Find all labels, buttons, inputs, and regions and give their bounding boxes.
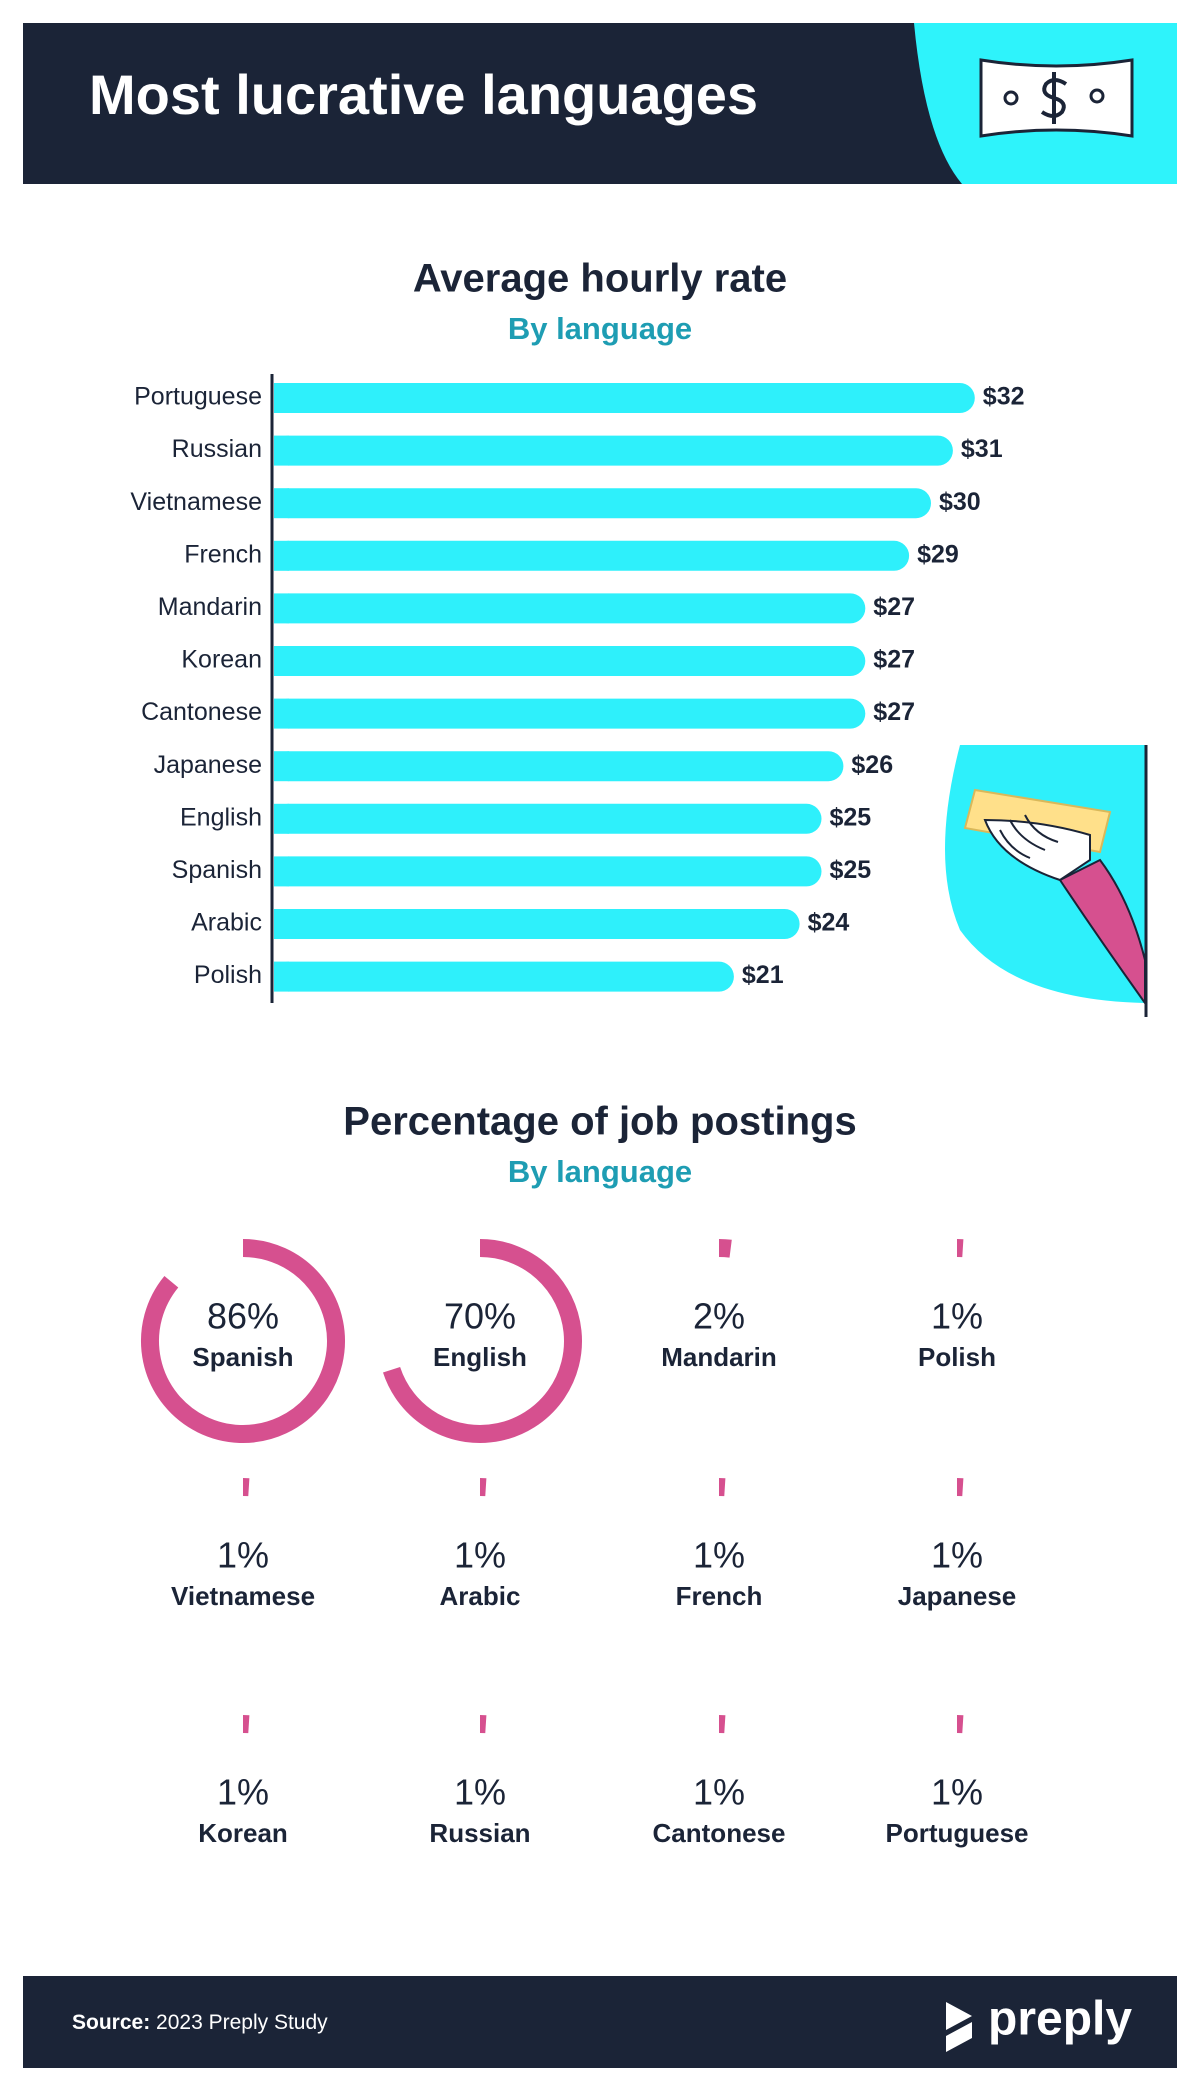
category-label: French [676,1581,763,1611]
bar [274,540,910,571]
money-icon [979,58,1134,138]
bar [274,803,822,834]
chart-subtitle: By language [508,1154,692,1189]
category-label: Korean [181,646,262,674]
footer-bar [23,1976,1177,2068]
category-label: Arabic [440,1581,521,1611]
category-label: Vietnamese [171,1581,315,1611]
category-label: Portuguese [885,1818,1028,1848]
value-label: $27 [873,698,915,726]
category-label: Japanese [154,751,262,779]
category-label: Spanish [172,856,262,884]
value-label: 1% [693,1772,745,1813]
value-label: 1% [931,1535,983,1576]
value-label: $26 [851,751,893,779]
value-label: $30 [939,488,981,516]
bar-base [274,909,289,939]
bar [274,646,866,676]
bar [274,751,844,782]
bar-base [274,383,289,413]
bar-base [274,646,289,676]
source-label: Source: [72,2011,150,2034]
category-label: Spanish [192,1342,293,1372]
bar-base [274,751,289,782]
bar [274,909,800,939]
category-label: Cantonese [653,1818,786,1848]
bar [274,383,975,413]
value-label: 1% [217,1535,269,1576]
value-label: 1% [931,1772,983,1813]
donut-arc [141,1239,345,1443]
category-label: Japanese [898,1581,1017,1611]
source: Source: 2023 Preply Study [72,2011,328,2034]
category-label: English [433,1342,527,1372]
chart-subtitle: By language [508,311,692,346]
bar-base [274,435,289,466]
chart-title: Average hourly rate [413,257,787,301]
bar-base [274,961,289,992]
value-label: 1% [454,1535,506,1576]
bar [274,435,953,466]
bar-base [274,593,289,624]
donut-arc [718,1238,732,1258]
source-text: 2023 Preply Study [156,2011,328,2034]
category-label: French [184,540,262,568]
value-label: 1% [693,1535,745,1576]
category-label: Polish [194,961,262,989]
bar [274,698,866,729]
bar [274,961,734,992]
value-label: $31 [961,435,1003,463]
bar-base [274,540,289,571]
value-label: $25 [830,856,872,884]
logo-mark [946,2002,972,2052]
bar-base [274,698,289,729]
value-label: $27 [873,593,915,621]
value-label: $25 [830,803,872,831]
category-label: Cantonese [141,698,262,726]
logo: preply [988,1993,1132,2046]
value-label: 70% [444,1296,516,1337]
bar-base [274,856,289,887]
donut-arc [382,1239,582,1443]
value-label: 86% [207,1296,279,1337]
value-label: 1% [217,1772,269,1813]
category-label: Vietnamese [130,488,262,516]
category-label: Mandarin [661,1342,777,1372]
category-label: Polish [918,1342,996,1372]
category-label: Mandarin [158,593,262,621]
chart-title: Percentage of job postings [343,1100,856,1144]
bar [274,856,822,887]
category-label: Korean [198,1818,288,1848]
value-label: 1% [454,1772,506,1813]
bar-base [274,488,289,519]
value-label: $27 [873,646,915,674]
category-label: Arabic [191,909,262,937]
value-label: $21 [742,961,784,989]
value-label: $24 [808,909,850,937]
value-label: $29 [917,540,959,568]
bar [274,593,866,624]
category-label: English [180,803,262,831]
value-label: 2% [693,1296,745,1337]
bar [274,488,931,519]
bar-base [274,803,289,834]
header-title: Most lucrative languages [89,63,758,126]
value-label: $32 [983,383,1025,411]
category-label: Portuguese [134,383,262,411]
hand-illustration [945,745,1148,1017]
category-label: Russian [172,435,262,463]
category-label: Russian [429,1818,530,1848]
value-label: 1% [931,1296,983,1337]
